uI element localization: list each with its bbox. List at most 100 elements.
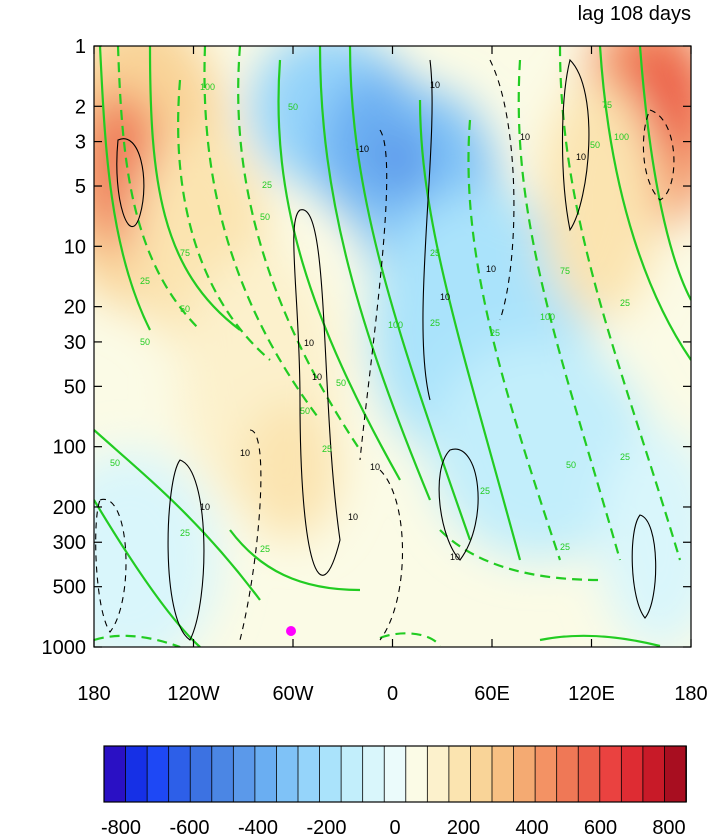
y-tick-label: 30: [64, 332, 86, 354]
contour-label: 25: [430, 318, 440, 328]
colorbar-tick-label: -200: [306, 817, 346, 838]
y-tick-label: 300: [53, 532, 86, 554]
contour-label: 10: [304, 338, 314, 348]
chart-title: lag 108 days: [578, 3, 691, 25]
contour-labels: 100 50 25 50 75 50 25 50 50 25 25 50 50 …: [110, 80, 630, 562]
y-tick-label: 100: [53, 437, 86, 459]
contour-label: 50: [260, 212, 270, 222]
colorbar-swatch: [146, 745, 170, 803]
y-tick-label: 20: [64, 297, 86, 319]
colorbar-swatch: [470, 745, 493, 803]
y-tick-label: 500: [53, 577, 86, 599]
contour-label: 100: [540, 312, 555, 322]
y-tick-label: 3: [75, 132, 86, 154]
colorbar-swatch: [340, 745, 364, 803]
y-tick-label: 2: [75, 96, 86, 118]
contour-label: 25: [260, 544, 270, 554]
colorbar-swatch: [620, 745, 644, 803]
contour-label: 25: [620, 298, 630, 308]
colorbar-swatch: [599, 745, 623, 803]
contour-label: 100: [388, 320, 403, 330]
contour-label: 25: [490, 328, 500, 338]
contour-label: 10: [348, 512, 358, 522]
colorbar-swatch: [319, 745, 343, 803]
colorbar-swatch: [211, 745, 235, 803]
contour-label: 50: [180, 304, 190, 314]
contour-label: 25: [180, 528, 190, 538]
y-tick-label: 10: [64, 236, 86, 258]
contour-label: 25: [430, 248, 440, 258]
contour-label: 75: [560, 266, 570, 276]
colorbar-tick-label: 800: [652, 817, 685, 838]
colorbar-swatch: [577, 745, 601, 803]
colorbar-swatch: [664, 745, 687, 803]
y-tick-label: 200: [53, 497, 86, 519]
contour-label: 10: [370, 462, 380, 472]
colorbar-swatch: [534, 745, 558, 803]
contour-label: 10: [520, 132, 530, 142]
y-tick-label: 5: [75, 176, 86, 198]
contour-label: 50: [336, 378, 346, 388]
colorbar-tick-label: 0: [389, 817, 400, 838]
contour-label: 10: [240, 448, 250, 458]
x-tick-label: 120W: [167, 683, 219, 705]
x-tick-label: 120E: [568, 683, 615, 705]
contour-label: 10: [440, 292, 450, 302]
y-tick-label: 1: [75, 36, 86, 58]
contour-label: 10: [200, 502, 210, 512]
contour-label: 10: [430, 80, 440, 90]
contour-label: 25: [140, 276, 150, 286]
contour-label: 25: [322, 444, 332, 454]
contour-label: 25: [262, 180, 272, 190]
contour-label: 50: [300, 406, 310, 416]
colorbar-swatch: [103, 745, 127, 803]
colorbar-swatch: [556, 745, 580, 803]
colorbar-tick-label: 600: [584, 817, 617, 838]
black-contours: [95, 58, 675, 641]
x-tick-label: 0: [387, 683, 398, 705]
x-axis: 180 120W 60W 0 60E 120E 180: [77, 46, 708, 705]
contour-label: 100: [614, 132, 629, 142]
x-tick-label: 60E: [474, 683, 510, 705]
colorbar-frame: [103, 745, 687, 803]
contour-label: 25: [480, 486, 490, 496]
colorbar-swatch: [383, 745, 407, 803]
contour-label: 10: [486, 264, 496, 274]
x-tick-label: 60W: [272, 683, 313, 705]
contour-label: 25: [620, 452, 630, 462]
marker-point: [286, 626, 296, 636]
colorbar-swatch: [513, 745, 537, 803]
contour-label: 50: [590, 140, 600, 150]
contour-label: 50: [140, 337, 150, 347]
contour-label: 10: [576, 152, 586, 162]
y-tick-label: 1000: [42, 637, 87, 659]
colorbar-tick-label: -800: [101, 817, 141, 838]
contour-label: 75: [180, 248, 190, 258]
contour-label: 100: [200, 82, 215, 92]
colorbar-swatch: [426, 745, 450, 803]
contour-label: 25: [560, 542, 570, 552]
colorbar-swatch: [491, 745, 515, 803]
colorbar-tick-label: -600: [169, 817, 209, 838]
contour-label: 10: [450, 552, 460, 562]
colorbar-swatch: [254, 745, 278, 803]
x-tick-label: 180: [77, 683, 110, 705]
x-tick-label: 180: [674, 683, 707, 705]
contour-label: 75: [602, 100, 612, 110]
contour-label: -10: [356, 144, 369, 154]
colorbar-tick-label: -400: [238, 817, 278, 838]
contour-label: 50: [288, 102, 298, 112]
y-tick-label: 50: [64, 376, 86, 398]
green-contours: [94, 46, 691, 647]
colorbar-swatch: [189, 745, 213, 803]
colorbar-swatch: [405, 745, 429, 803]
colorbar-swatch: [362, 745, 386, 803]
colorbar-swatch: [125, 745, 149, 803]
contour-label: 10: [312, 372, 322, 382]
colorbar-swatch: [642, 745, 666, 803]
contour-label: 50: [566, 460, 576, 470]
colorbar-swatch: [297, 745, 321, 803]
colorbar-tick-label: 400: [515, 817, 548, 838]
colorbar-tick-label: 200: [447, 817, 480, 838]
